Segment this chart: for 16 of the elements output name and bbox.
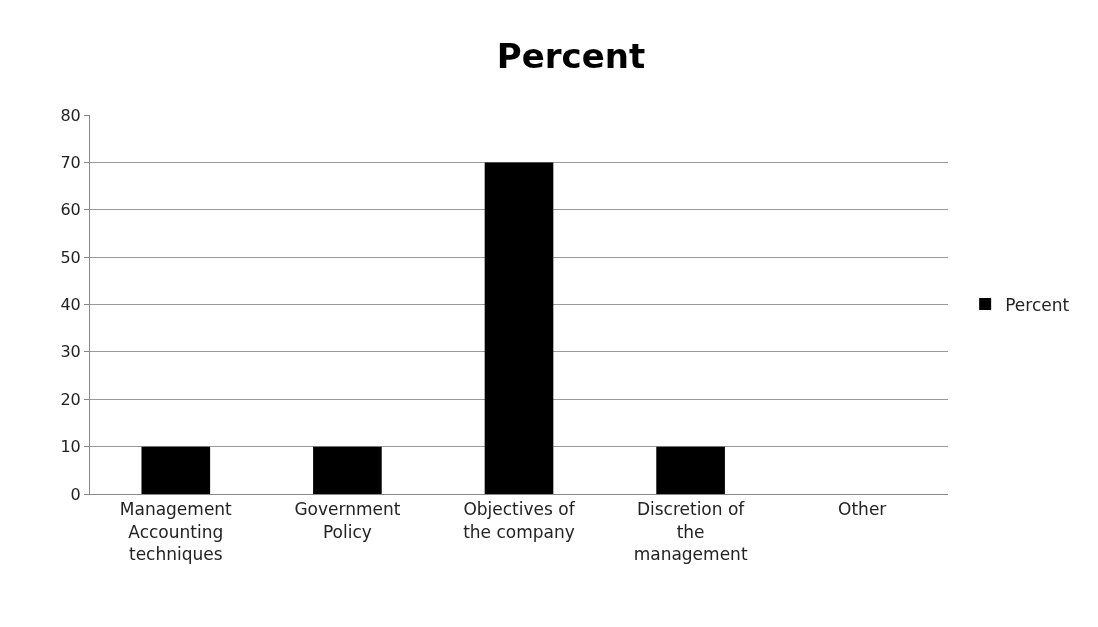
y-tick-label: 10 <box>60 437 81 457</box>
y-tick-label: 20 <box>60 389 81 409</box>
y-tick-label: 80 <box>60 105 81 125</box>
chart-title: Percent <box>496 35 646 76</box>
legend-label: Percent <box>1005 294 1070 315</box>
x-tick-label: Objectives of the company <box>463 499 576 542</box>
x-tick-label: Other <box>838 499 887 520</box>
y-tick-label: 70 <box>60 152 81 172</box>
y-tick-label: 0 <box>70 484 81 504</box>
x-tick-label: Government Policy <box>294 499 401 542</box>
y-tick-label: 50 <box>60 247 81 267</box>
x-tick-label: Management Accounting techniques <box>119 499 233 564</box>
y-tick-label: 40 <box>60 295 81 315</box>
y-tick-label: 60 <box>60 200 81 220</box>
x-tick-label: Discretion of the management <box>633 499 748 564</box>
y-tick-label: 30 <box>60 342 81 362</box>
